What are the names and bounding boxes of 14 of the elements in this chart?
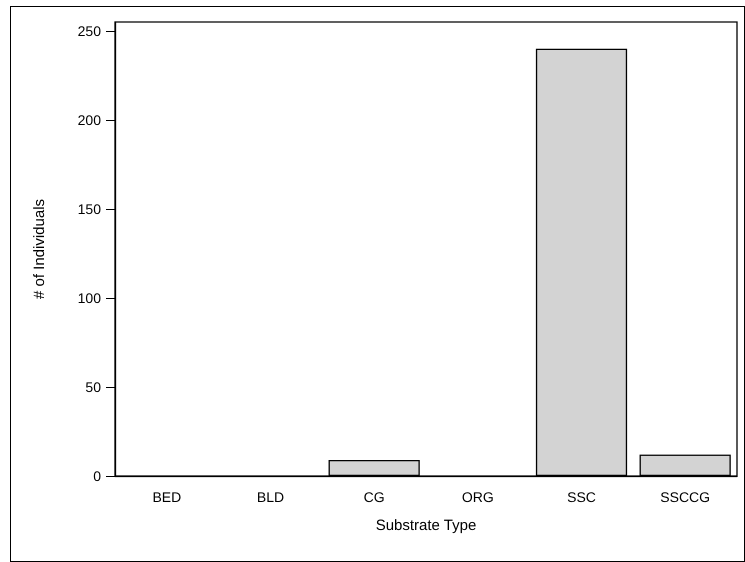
x-tick-label: BED [152, 489, 182, 505]
x-tick-label: BLD [256, 489, 284, 505]
x-tick-label: ORG [462, 489, 494, 505]
y-tick-label: 100 [78, 290, 102, 306]
y-tick-label: 150 [78, 200, 102, 217]
y-tick-label: 50 [85, 378, 102, 395]
x-tick-label: SSCCG [660, 489, 710, 505]
x-tick-label: CG [364, 489, 385, 505]
x-tick-label: SSC [567, 489, 596, 505]
y-tick-label: 250 [78, 22, 102, 39]
y-tick-label: 0 [93, 468, 102, 484]
y-axis-title: # of Individuals [31, 198, 48, 300]
x-axis-title: Substrate Type [376, 517, 476, 534]
y-tick-label: 200 [78, 112, 102, 128]
